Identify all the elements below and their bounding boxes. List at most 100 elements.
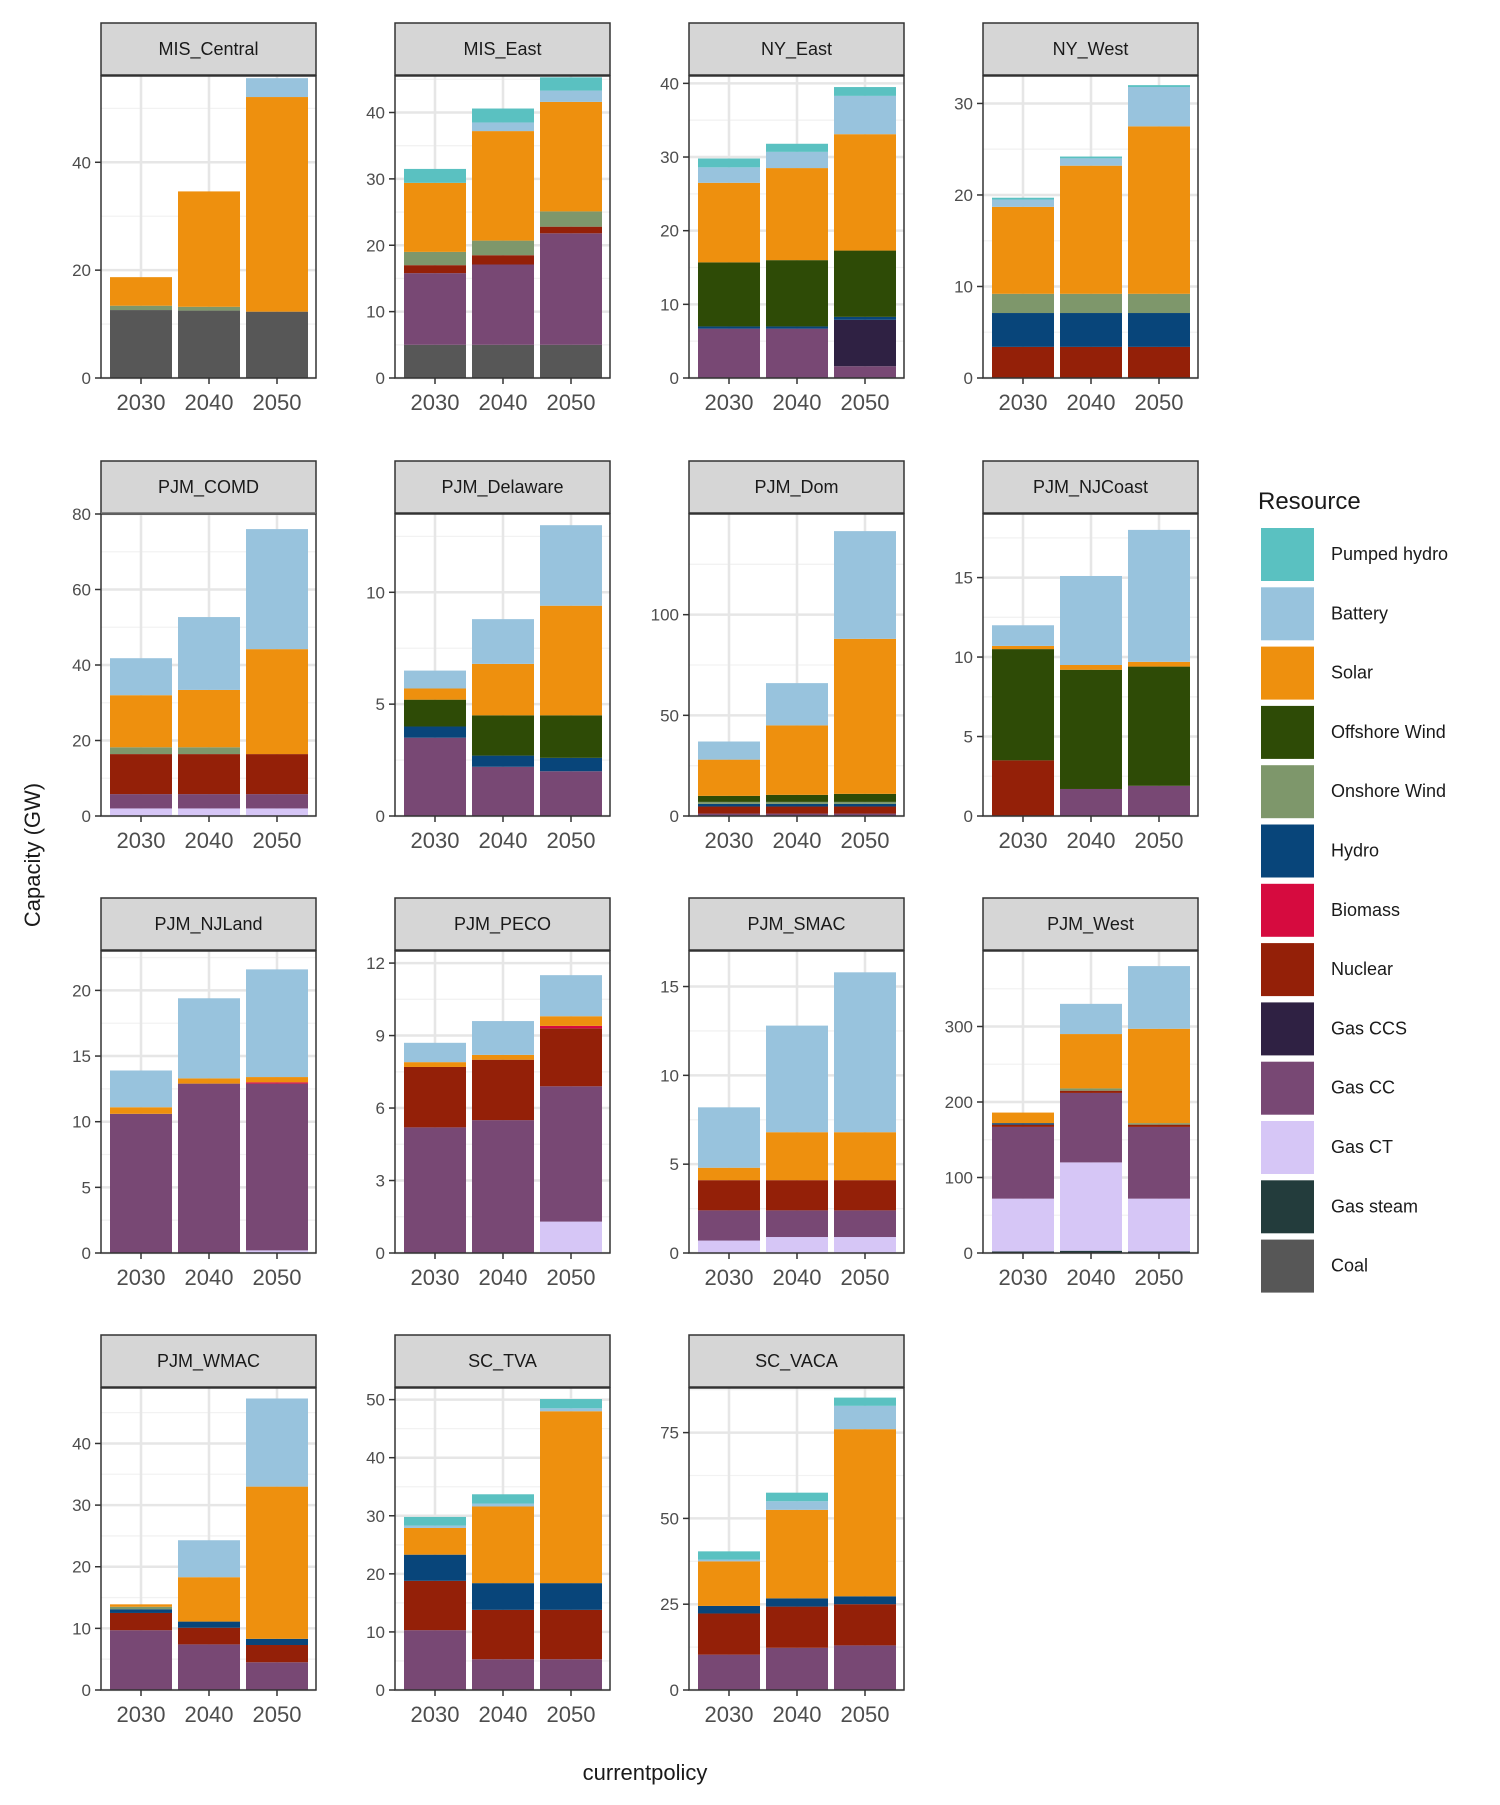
bar-segment-biomass-2050 — [540, 1025, 602, 1029]
bar-segment-gas-ct-2040 — [178, 808, 240, 816]
bar-segment-hydro-2040 — [766, 803, 828, 807]
x-tick-label: 2040 — [773, 828, 822, 853]
y-tick-label: 10 — [366, 303, 385, 322]
y-tick-label: 20 — [72, 981, 91, 1000]
bar-segment-gas-steam-2040 — [1060, 1250, 1122, 1253]
bar-segment-nuclear-2040 — [472, 1609, 534, 1660]
panel-border — [688, 950, 905, 1254]
x-tick-label: 2050 — [841, 1702, 890, 1727]
bar-segment-pumped-hydro-2030 — [404, 1516, 466, 1526]
x-tick-label: 2040 — [479, 1702, 528, 1727]
bar-segment-nuclear-2040 — [766, 1606, 828, 1648]
bar-segment-nuclear-2050 — [1128, 346, 1190, 378]
bar-segment-solar-2030 — [110, 1604, 172, 1607]
bar-segment-offshore-wind-2030 — [698, 262, 760, 327]
bar-segment-nuclear-2050 — [540, 1609, 602, 1660]
bar-segment-hydro-2040 — [766, 1598, 828, 1607]
bar-segment-gas-cc-2040 — [1060, 788, 1122, 816]
bar-segment-nuclear-2040 — [472, 255, 534, 265]
legend-swatch — [1261, 943, 1314, 997]
y-tick-label: 15 — [954, 569, 973, 588]
bar-segment-battery-2050 — [1128, 529, 1190, 662]
bar-segment-nuclear-2040 — [1060, 346, 1122, 378]
legend-swatch — [1261, 646, 1314, 700]
bar-segment-gas-cc-2050 — [1128, 1126, 1190, 1199]
bar-segment-gas-cc-2050 — [540, 233, 602, 345]
legend: Resource Pumped hydro Battery Solar Offshore… — [1258, 488, 1448, 1293]
bar-segment-nuclear-2030 — [698, 1180, 760, 1211]
legend-label: Nuclear — [1331, 959, 1393, 979]
x-tick-label: 2050 — [1135, 828, 1184, 853]
x-tick-label: 2030 — [999, 1265, 1048, 1290]
x-tick-label: 2050 — [841, 828, 890, 853]
bar-segment-onshore-wind-2040 — [472, 240, 534, 256]
x-tick-label: 2040 — [479, 1265, 528, 1290]
legend-title: Resource — [1258, 488, 1361, 515]
bar-segment-pumped-hydro-2030 — [404, 168, 466, 183]
strip-label: PJM_Dom — [754, 477, 838, 498]
bar-segment-solar-2050 — [246, 1077, 308, 1083]
bar-segment-solar-2040 — [472, 1506, 534, 1584]
y-tick-label: 20 — [660, 222, 679, 241]
strip-pjm-njland — [100, 897, 317, 951]
bar-segment-gas-cc-2050 — [834, 1210, 896, 1238]
panel-pjm-delaware: PJM_Delaware 0 5 10 2030 2040 2050 — [366, 460, 611, 853]
legend-label: Pumped hydro — [1331, 544, 1448, 564]
strip-label: SC_VACA — [755, 1351, 838, 1372]
bar-segment-solar-2040 — [1060, 1034, 1122, 1089]
y-tick-label: 10 — [660, 1066, 679, 1085]
x-tick-label: 2050 — [547, 1265, 596, 1290]
panel-pjm-njcoast: PJM_NJCoast 0 5 10 15 2030 2040 2050 — [954, 460, 1199, 853]
bar-segment-solar-2040 — [1060, 165, 1122, 294]
bar-segment-gas-cc-2050 — [834, 366, 896, 378]
bar-segment-offshore-wind-2040 — [766, 260, 828, 327]
bar-segment-gas-cc-2030 — [110, 1630, 172, 1690]
bar-segment-solar-2050 — [246, 1486, 308, 1639]
strip-label: PJM_SMAC — [747, 914, 845, 935]
legend-swatch — [1261, 1180, 1314, 1234]
legend-label: Onshore Wind — [1331, 781, 1446, 801]
legend-item-gas-ccs: Gas CCS — [1261, 1002, 1407, 1056]
legend-swatch — [1261, 765, 1314, 819]
legend-swatch — [1261, 587, 1314, 641]
strip-label: PJM_NJLand — [154, 914, 262, 935]
bar-segment-nuclear-2030 — [110, 754, 172, 795]
bar-segment-gas-cc-2050 — [834, 813, 896, 816]
legend-label: Biomass — [1331, 900, 1400, 920]
bar-segment-solar-2040 — [472, 131, 534, 241]
legend-item-gas-steam: Gas steam — [1261, 1180, 1418, 1234]
bar-segment-pumped-hydro-2050 — [834, 1397, 896, 1406]
panel-border — [688, 1387, 905, 1691]
panel-border — [394, 75, 611, 379]
bar-segment-pumped-hydro-2040 — [472, 1494, 534, 1504]
bar-segment-pumped-hydro-2030 — [698, 158, 760, 168]
x-tick-label: 2030 — [705, 828, 754, 853]
y-tick-label: 10 — [72, 1619, 91, 1638]
bar-segment-gas-cc-2030 — [110, 794, 172, 809]
bar-segment-hydro-2040 — [178, 1621, 240, 1628]
strip-mis-east — [394, 22, 611, 76]
bar-segment-solar-2030 — [404, 1062, 466, 1067]
bar-segment-nuclear-2040 — [472, 1059, 534, 1121]
bar-segment-gas-cc-2040 — [178, 1083, 240, 1253]
bar-segment-onshore-wind-2030 — [992, 293, 1054, 314]
strip-sc-tva — [394, 1334, 611, 1388]
bar-segment-solar-2040 — [178, 191, 240, 307]
legend-item-onshore-wind: Onshore Wind — [1261, 765, 1446, 819]
bar-segment-gas-cc-2050 — [540, 771, 602, 816]
legend-label: Gas CCS — [1331, 1018, 1407, 1038]
y-tick-label: 10 — [366, 1623, 385, 1642]
bar-segment-onshore-wind-2050 — [540, 211, 602, 227]
panel-border — [688, 75, 905, 379]
bar-segment-solar-2050 — [246, 649, 308, 755]
bar-segment-solar-2030 — [110, 695, 172, 748]
bar-segment-nuclear-2050 — [1128, 1124, 1190, 1127]
bar-segment-nuclear-2040 — [766, 806, 828, 814]
strip-pjm-peco — [394, 897, 611, 951]
bar-segment-solar-2030 — [698, 1561, 760, 1606]
bar-segment-hydro-2030 — [992, 313, 1054, 347]
legend-label: Gas CT — [1331, 1137, 1393, 1157]
